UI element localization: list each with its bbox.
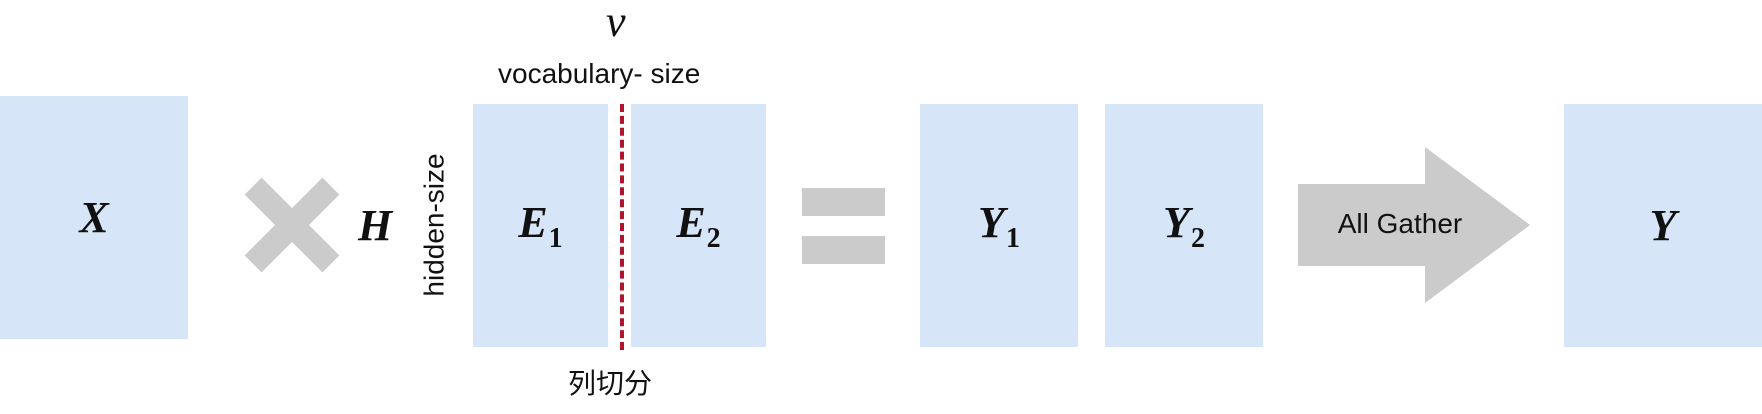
multiply-icon	[241, 177, 340, 273]
matrix-h-symbol: H	[358, 201, 393, 250]
matrix-x-symbol: X	[79, 193, 109, 242]
equals-icon-top	[802, 188, 885, 216]
matrix-y2-box: Y2	[1105, 104, 1263, 347]
vocab-size-label: vocabulary- size	[498, 58, 701, 89]
matrix-y-box: Y	[1564, 104, 1762, 347]
hidden-size-label: hidden-size	[418, 153, 450, 297]
vocab-symbol: v	[606, 0, 626, 46]
matrix-x-box: X	[0, 96, 188, 339]
column-split-label: 列切分	[568, 368, 653, 399]
matrix-y1-symbol: Y1	[978, 197, 1020, 254]
matrix-y2-symbol: Y2	[1163, 197, 1205, 254]
matrix-y1-box: Y1	[920, 104, 1078, 347]
all-gather-label: All Gather	[1337, 208, 1463, 239]
matrix-y-symbol: Y	[1649, 201, 1677, 250]
equals-icon-bottom	[802, 236, 885, 264]
matrix-e1-box: E1	[473, 104, 608, 347]
matrix-e2-symbol: E2	[676, 197, 721, 254]
all-gather-arrow-icon	[1298, 147, 1530, 303]
matrix-e2-box: E2	[631, 104, 766, 347]
matrix-e1-symbol: E1	[518, 197, 563, 254]
column-split-line	[620, 104, 624, 350]
